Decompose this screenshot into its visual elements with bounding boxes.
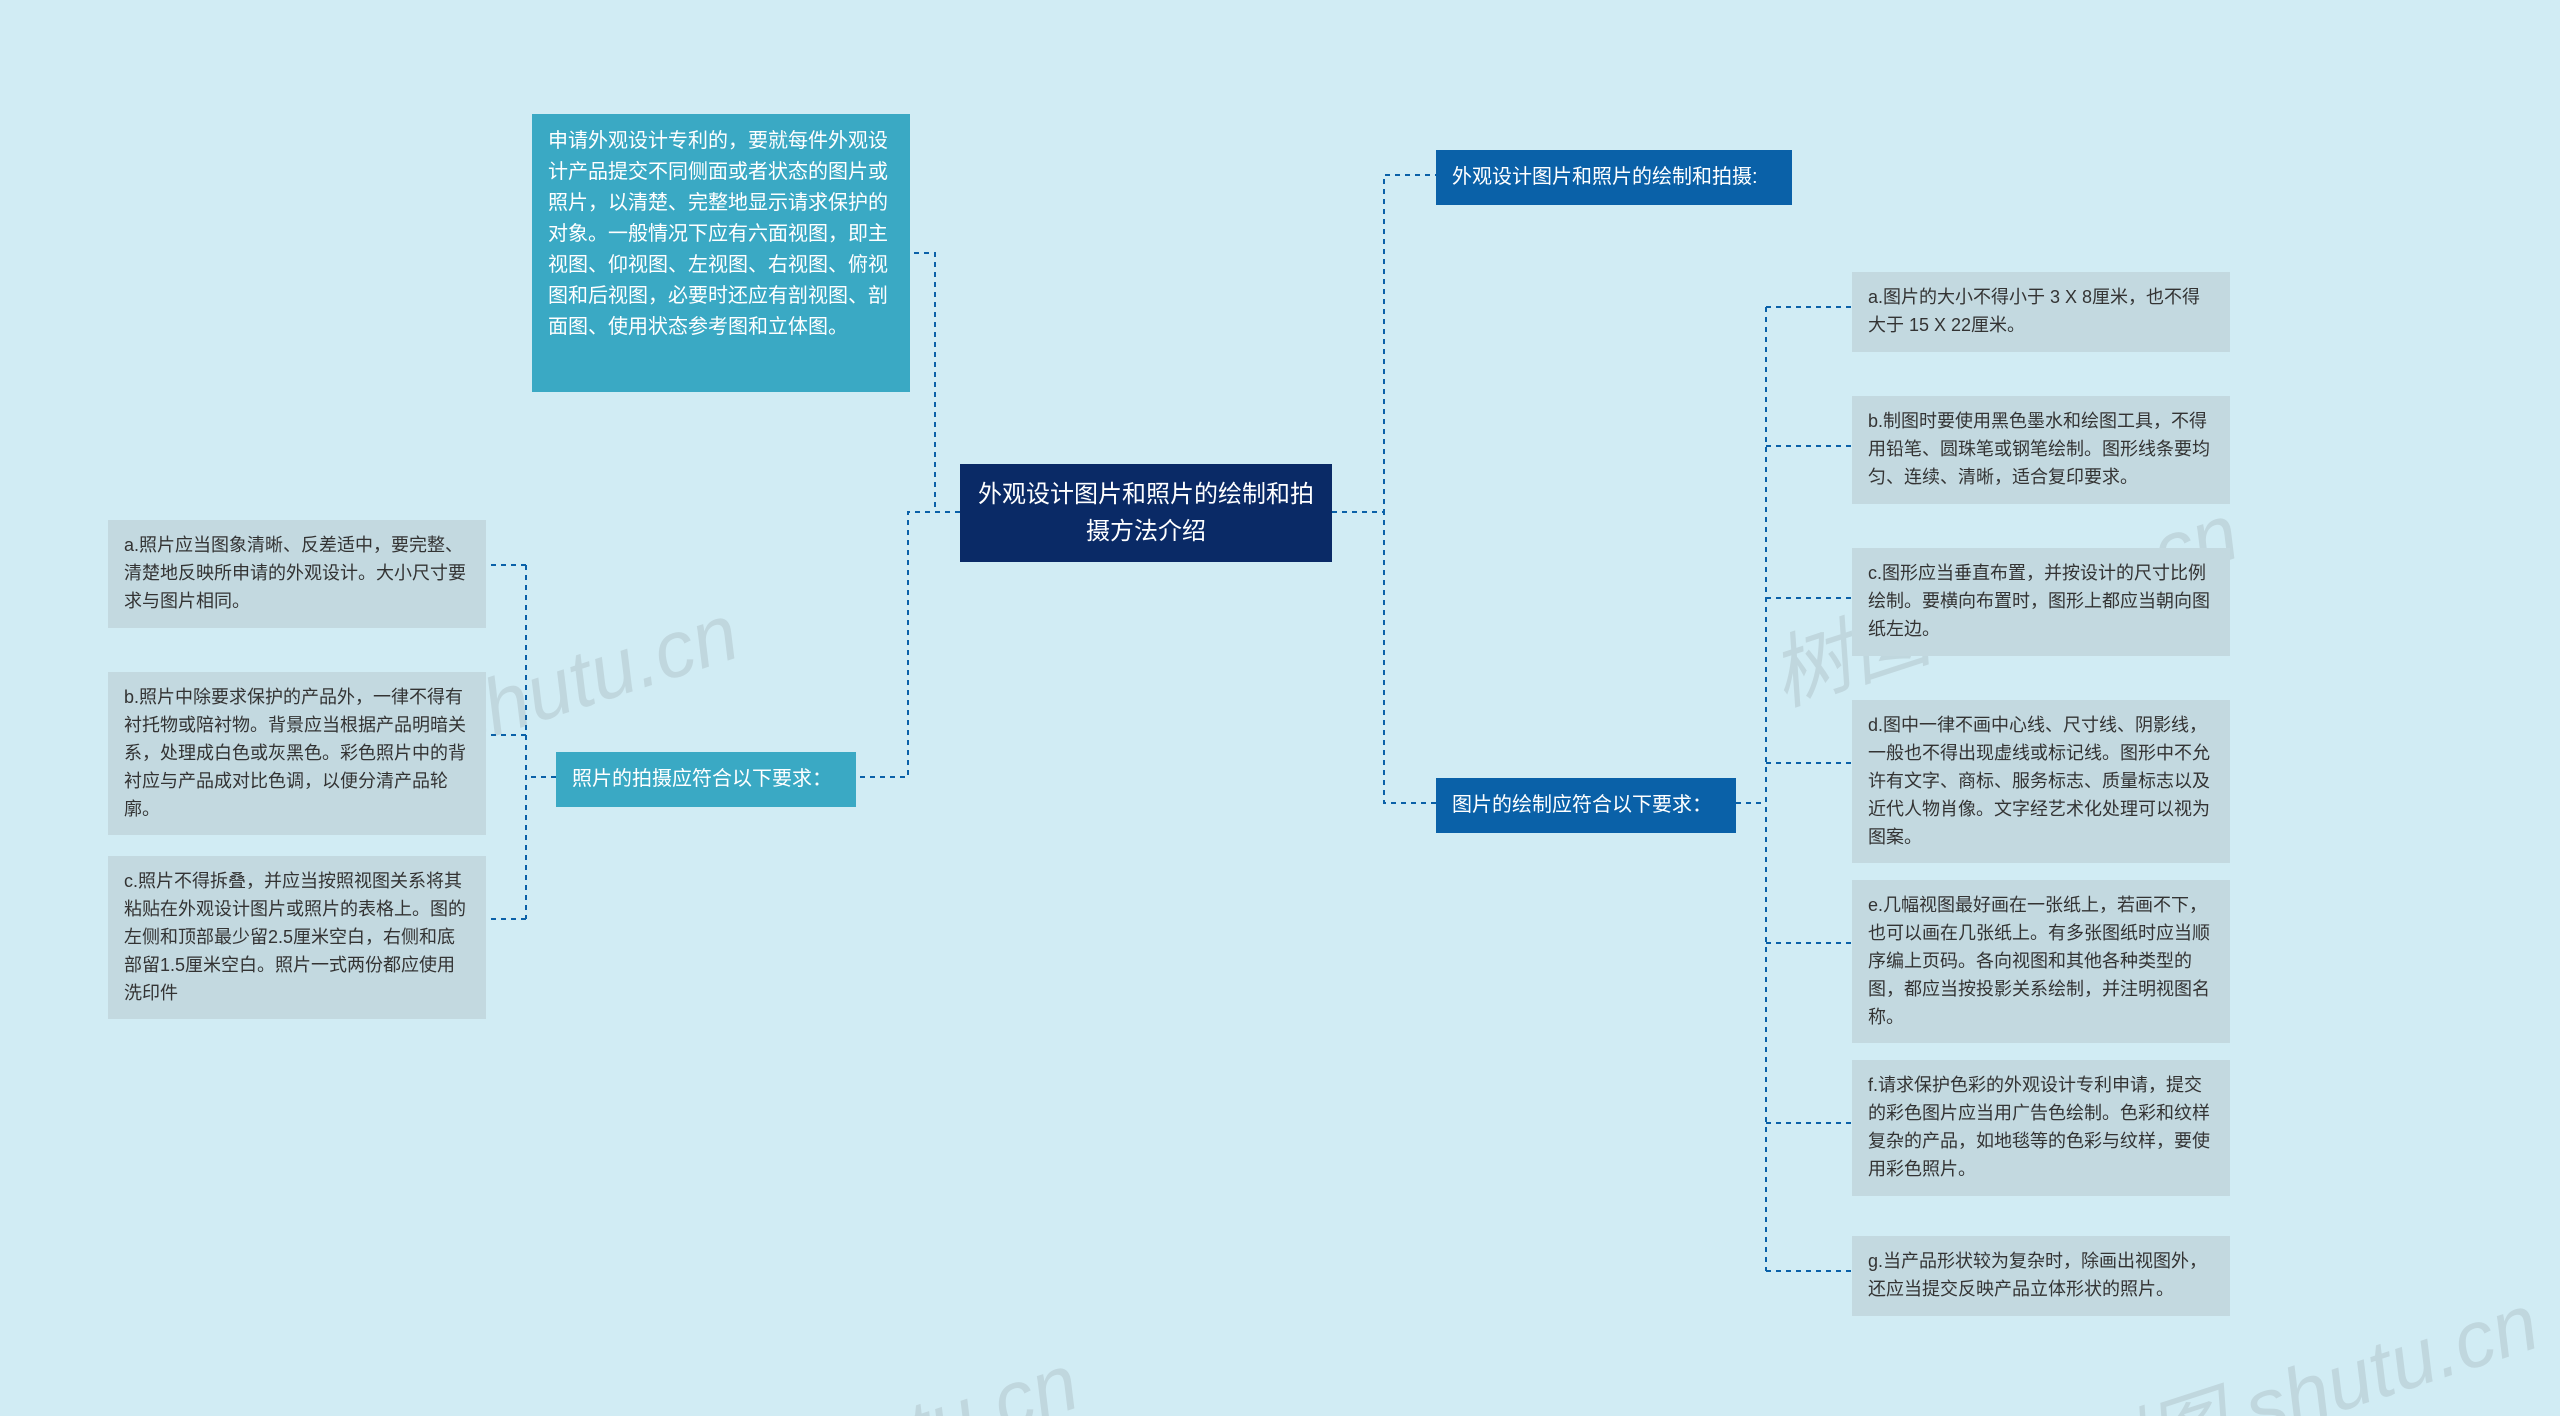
right-leaf-1-2: c.图形应当垂直布置，并按设计的尺寸比例绘制。要横向布置时，图形上都应当朝向图纸… (1852, 548, 2230, 656)
left-branch-1: 照片的拍摄应符合以下要求： (556, 752, 856, 807)
left-leaf-1-0: a.照片应当图象清晰、反差适中，要完整、清楚地反映所申请的外观设计。大小尺寸要求… (108, 520, 486, 628)
right-branch-1: 图片的绘制应符合以下要求： (1436, 778, 1736, 833)
right-leaf-1-1: b.制图时要使用黑色墨水和绘图工具，不得用铅笔、圆珠笔或钢笔绘制。图形线条要均匀… (1852, 396, 2230, 504)
right-branch-0: 外观设计图片和照片的绘制和拍摄: (1436, 150, 1792, 205)
watermark-3: 树图 shutu.cn (594, 1318, 1091, 1416)
left-branch-0: 申请外观设计专利的，要就每件外观设计产品提交不同侧面或者状态的图片或照片，以清楚… (532, 114, 910, 392)
right-leaf-1-3: d.图中一律不画中心线、尺寸线、阴影线，一般也不得出现虚线或标记线。图形中不允许… (1852, 700, 2230, 863)
left-leaf-1-2: c.照片不得拆叠，并应当按照视图关系将其粘贴在外观设计图片或照片的表格上。图的左… (108, 856, 486, 1019)
right-leaf-1-5: f.请求保护色彩的外观设计专利申请，提交的彩色图片应当用广告色绘制。色彩和纹样复… (1852, 1060, 2230, 1196)
right-leaf-1-6: g.当产品形状较为复杂时，除画出视图外，还应当提交反映产品立体形状的照片。 (1852, 1236, 2230, 1316)
left-leaf-1-1: b.照片中除要求保护的产品外，一律不得有衬托物或陪衬物。背景应当根据产品明暗关系… (108, 672, 486, 835)
right-leaf-1-4: e.几幅视图最好画在一张纸上，若画不下，也可以画在几张纸上。有多张图纸时应当顺序… (1852, 880, 2230, 1043)
right-leaf-1-0: a.图片的大小不得小于 3 X 8厘米，也不得大于 15 X 22厘米。 (1852, 272, 2230, 352)
center-node: 外观设计图片和照片的绘制和拍摄方法介绍 (960, 464, 1332, 562)
